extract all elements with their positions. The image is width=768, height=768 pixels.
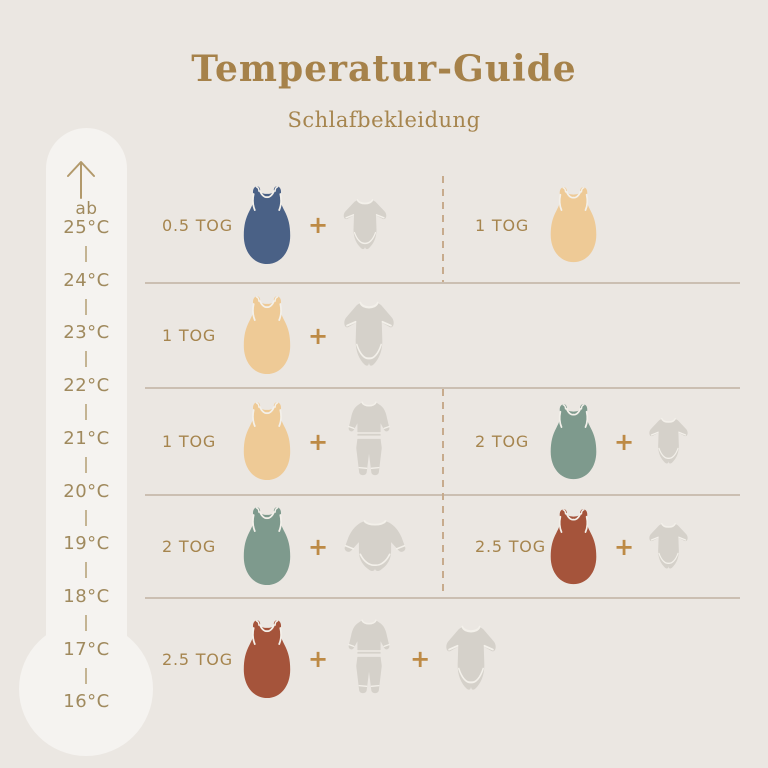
temp-tick — [85, 351, 87, 368]
temp-label: 24°C — [63, 269, 110, 291]
pajamas-icon — [340, 617, 398, 702]
thermometer-prefix: ab — [75, 199, 98, 219]
row-cell-left: 2.5 TOG + + — [145, 599, 740, 719]
temp-label: 18°C — [63, 585, 110, 607]
bodysuit-icon — [340, 518, 410, 576]
temp-tick — [85, 667, 87, 684]
temp-label: 19°C — [63, 533, 110, 555]
bodysuit-icon — [442, 623, 500, 696]
plus-sign: + — [308, 645, 329, 673]
tog-label: 2 TOG — [475, 432, 530, 451]
row-cell-left: 0.5 TOG + — [145, 168, 443, 282]
row-divider — [145, 387, 740, 389]
sleeping-bag-icon — [238, 400, 296, 483]
guide-row: 1 TOG + — [145, 284, 740, 387]
plus-sign: + — [410, 645, 431, 673]
temp-tick — [85, 404, 87, 421]
plus-sign: + — [614, 532, 635, 561]
sleeping-bag-icon — [238, 618, 296, 701]
temp-label: 21°C — [63, 427, 110, 449]
guide-row: 2 TOG +2.5 TOG + — [145, 496, 740, 597]
sleeping-bag-icon — [238, 184, 296, 267]
page-title: Temperatur-Guide — [191, 48, 577, 90]
temp-label: 17°C — [63, 638, 110, 660]
tog-label: 0.5 TOG — [162, 215, 233, 235]
guide-row: 0.5 TOG +1 TOG — [145, 168, 740, 282]
tog-label: 2.5 TOG — [475, 537, 546, 556]
temp-label: 22°C — [63, 375, 110, 397]
temp-label: 25°C — [63, 217, 110, 238]
bodysuit-icon — [340, 299, 398, 372]
plus-sign: + — [308, 321, 329, 350]
sleeping-bag-icon — [238, 294, 296, 377]
thermometer-bulb — [19, 622, 153, 756]
bodysuit-icon — [646, 521, 691, 573]
row-cell-right: 2.5 TOG + — [443, 496, 740, 597]
sleeping-bag-icon — [545, 185, 602, 265]
up-arrow-icon — [67, 161, 95, 199]
tog-label: 1 TOG — [162, 432, 217, 451]
plus-sign: + — [308, 427, 329, 456]
guide-row: 2.5 TOG + + — [145, 599, 740, 719]
bodysuit-icon — [340, 197, 390, 254]
row-cell-right: 2 TOG + — [443, 389, 740, 494]
plus-sign: + — [308, 532, 329, 561]
temp-label: 20°C — [63, 480, 110, 502]
column-divider-dashed — [442, 389, 444, 597]
temp-tick — [85, 456, 87, 473]
temp-tick — [85, 298, 87, 315]
temp-tick — [85, 614, 87, 631]
sleeping-bag-icon — [545, 507, 602, 587]
temp-label: 16°C — [63, 691, 110, 713]
page-subtitle: Schlafbekleidung — [287, 108, 481, 132]
column-divider-dashed — [442, 176, 444, 282]
row-divider — [145, 282, 740, 284]
temp-tick — [85, 509, 87, 526]
tog-label: 1 TOG — [475, 215, 530, 235]
bodysuit-icon — [646, 416, 691, 468]
guide-row: 1 TOG +2 TOG + — [145, 389, 740, 494]
temp-label: 23°C — [63, 322, 110, 344]
tog-label: 2 TOG — [162, 537, 217, 556]
plus-sign: + — [614, 427, 635, 456]
row-cell-left: 1 TOG + — [145, 284, 740, 387]
sleeping-bag-icon — [238, 505, 296, 588]
pajamas-icon — [340, 399, 398, 484]
plus-sign: + — [308, 211, 329, 239]
tog-label: 1 TOG — [162, 326, 217, 345]
row-cell-right: 1 TOG — [443, 168, 740, 282]
row-cell-left: 2 TOG + — [145, 496, 443, 597]
temp-tick — [85, 562, 87, 579]
tog-label: 2.5 TOG — [162, 649, 233, 669]
temp-tick — [85, 246, 87, 262]
sleeping-bag-icon — [545, 402, 602, 482]
row-cell-left: 1 TOG + — [145, 389, 443, 494]
row-divider — [145, 597, 740, 599]
